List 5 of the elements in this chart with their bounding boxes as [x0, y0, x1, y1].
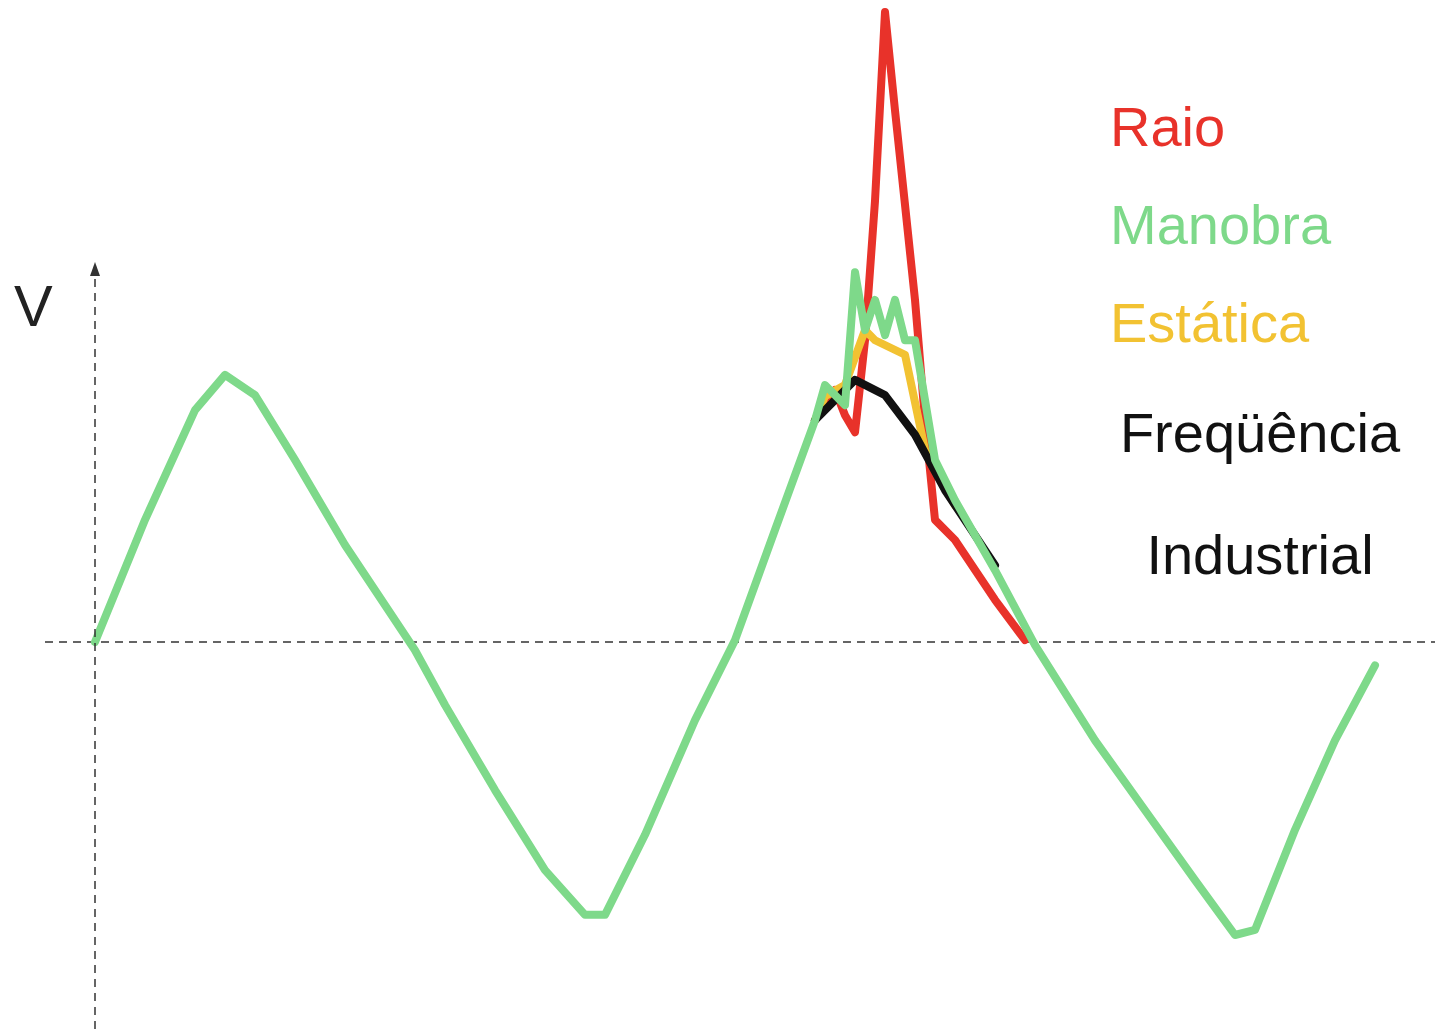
text: Manobra	[1110, 192, 1333, 258]
text: Estática	[1110, 290, 1311, 356]
text: Raio	[1110, 94, 1227, 160]
text: Freqüência Industrial	[1118, 400, 1402, 588]
y-axis-title: V	[14, 272, 53, 339]
